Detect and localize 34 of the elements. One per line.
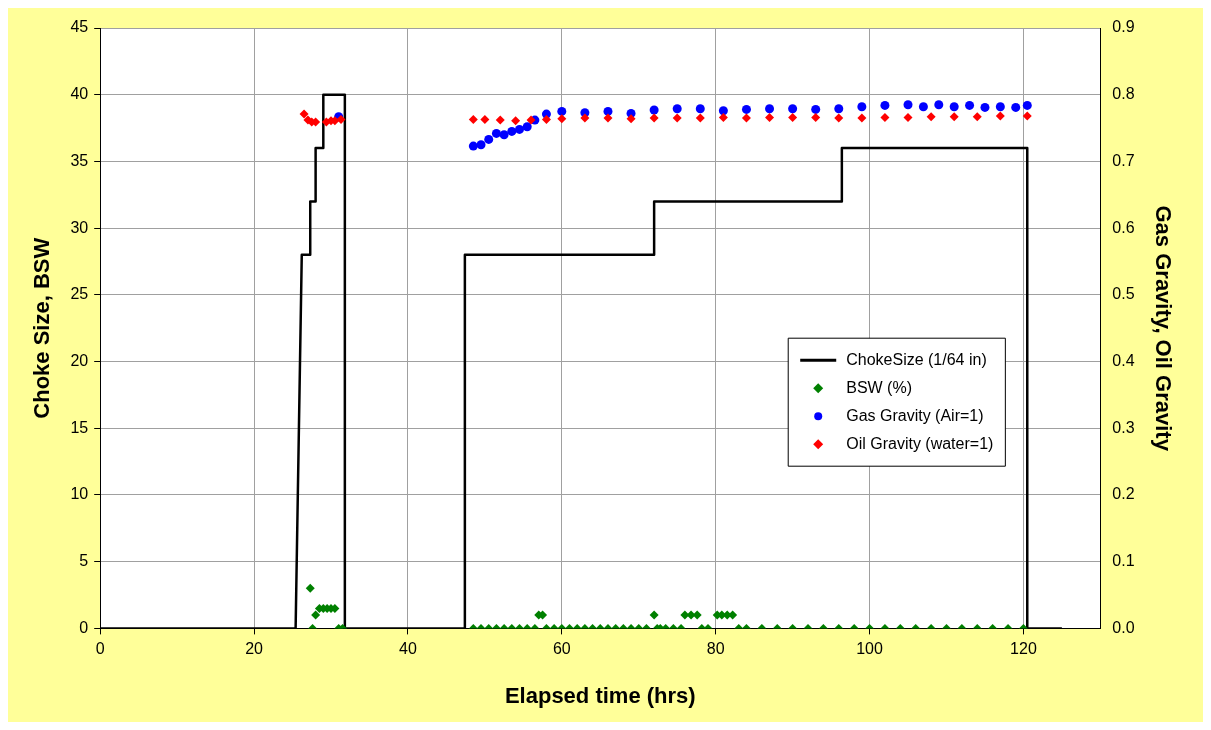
x-tick-label: 0 xyxy=(95,640,105,658)
y-tick-label: 10 xyxy=(70,485,89,503)
y-tick-label: 40 xyxy=(70,85,89,103)
y2-tick-label: 0.9 xyxy=(1112,18,1135,36)
x-tick-label: 40 xyxy=(399,640,417,658)
y2-tick-label: 0.5 xyxy=(1112,285,1135,303)
legend-label: Gas Gravity (Air=1) xyxy=(846,406,984,424)
y-tick-label: 45 xyxy=(70,18,89,36)
y2-tick-label: 0.4 xyxy=(1112,351,1135,369)
x-tick-label: 80 xyxy=(706,640,725,658)
y2-tick-label: 0.3 xyxy=(1112,418,1135,436)
x-axis-title: Elapsed time (hrs) xyxy=(504,682,696,708)
y2-tick-label: 0.7 xyxy=(1112,151,1135,169)
y-tick-label: 20 xyxy=(70,351,89,369)
y-tick-label: 25 xyxy=(70,285,89,303)
y2-tick-label: 0.0 xyxy=(1112,618,1135,636)
y-axis-title: Choke Size, BSW xyxy=(29,237,55,419)
y-tick-label: 0 xyxy=(79,618,89,636)
y-tick-label: 35 xyxy=(70,151,89,169)
x-tick-label: 120 xyxy=(1010,640,1037,658)
y2-tick-label: 0.6 xyxy=(1112,218,1135,236)
y2-axis-title: Gas Gravity, Oil Gravity xyxy=(1150,205,1176,452)
y-tick-label: 30 xyxy=(70,218,89,236)
y2-tick-label: 0.8 xyxy=(1112,85,1135,103)
legend-label: ChokeSize (1/64 in) xyxy=(846,350,987,368)
x-tick-label: 20 xyxy=(245,640,264,658)
y-tick-label: 5 xyxy=(79,552,89,570)
x-tick-label: 100 xyxy=(856,640,883,658)
x-tick-label: 60 xyxy=(552,640,571,658)
legend-label: Oil Gravity (water=1) xyxy=(846,434,994,452)
y2-tick-label: 0.1 xyxy=(1112,552,1135,570)
y2-tick-label: 0.2 xyxy=(1112,485,1135,503)
y-tick-label: 15 xyxy=(70,418,89,436)
legend-label: BSW (%) xyxy=(846,378,912,396)
